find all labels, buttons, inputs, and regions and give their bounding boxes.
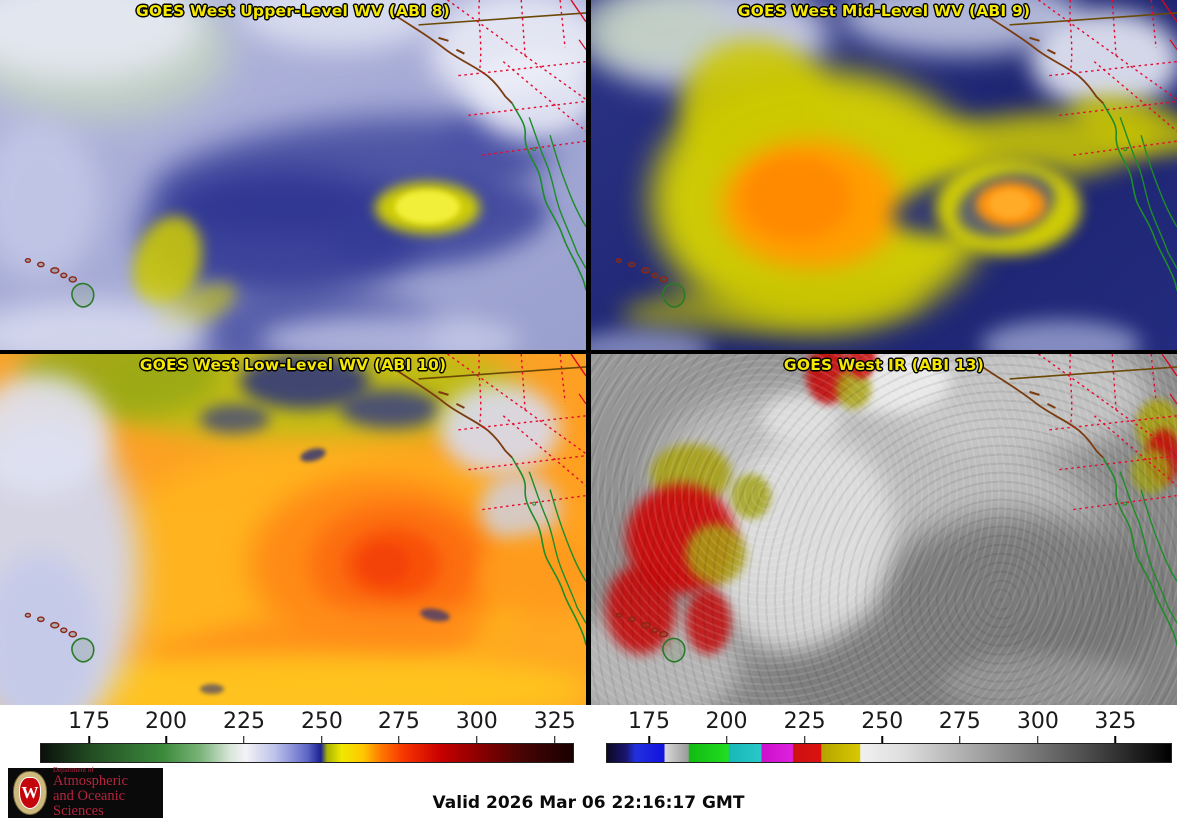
tick-label: 250 [300, 709, 343, 734]
panel-upper-level-wv: GOES West Upper-Level WV (ABI 8) [0, 0, 586, 350]
uw-crest-icon: W [13, 771, 47, 815]
tick-label: 200 [145, 709, 188, 734]
tick-label: 275 [938, 709, 981, 734]
tick-label: 250 [861, 709, 904, 734]
tick-label: 225 [222, 709, 265, 734]
tick-label: 300 [455, 709, 498, 734]
map-overlay-boundaries [615, 0, 1177, 308]
panel-grid: GOES West Upper-Level WV (ABI 8) GOES We… [0, 0, 1177, 705]
map-overlay-boundaries [615, 354, 1177, 663]
tick-label: 225 [783, 709, 826, 734]
logo-line2-text: and Oceanic Sciences [53, 788, 126, 820]
panel-title-upper-wv: GOES West Upper-Level WV (ABI 8) [135, 2, 451, 20]
logo-line1-text: Atmospheric [53, 772, 128, 789]
tick-label: 175 [68, 709, 111, 734]
valid-time-text: Valid 2026 Mar 06 22:16:17 GMT [432, 793, 745, 813]
tick-label: 175 [628, 709, 671, 734]
panel-title-ir: GOES West IR (ABI 13) [783, 356, 985, 374]
map-overlay-boundaries [24, 0, 586, 308]
colorbar-wv: 175 200 225 250 275 300 325 [40, 705, 576, 765]
tick-label: 200 [705, 709, 748, 734]
tick-label: 300 [1016, 709, 1059, 734]
colorbar-gradient-wv [40, 743, 574, 763]
panel-mid-level-wv: GOES West Mid-Level WV (ABI 9) [591, 0, 1177, 350]
logo-dept-text: Department of [53, 765, 94, 774]
tick-label: 325 [1094, 709, 1137, 734]
map-overlay-boundaries [24, 354, 586, 663]
tick-label: 325 [533, 709, 576, 734]
colorbar-ir: 175 200 225 250 275 300 325 [606, 705, 1172, 765]
panel-title-low-wv: GOES West Low-Level WV (ABI 10) [139, 356, 447, 374]
colorbar-gradient-ir [606, 743, 1172, 763]
uw-aos-logo: W Department of Atmospheric and Oceanic … [8, 765, 163, 820]
tick-label: 275 [377, 709, 420, 734]
panel-low-level-wv: GOES West Low-Level WV (ABI 10) [0, 354, 586, 705]
panel-ir: GOES West IR (ABI 13) [591, 354, 1177, 705]
panel-title-mid-wv: GOES West Mid-Level WV (ABI 9) [737, 2, 1031, 20]
